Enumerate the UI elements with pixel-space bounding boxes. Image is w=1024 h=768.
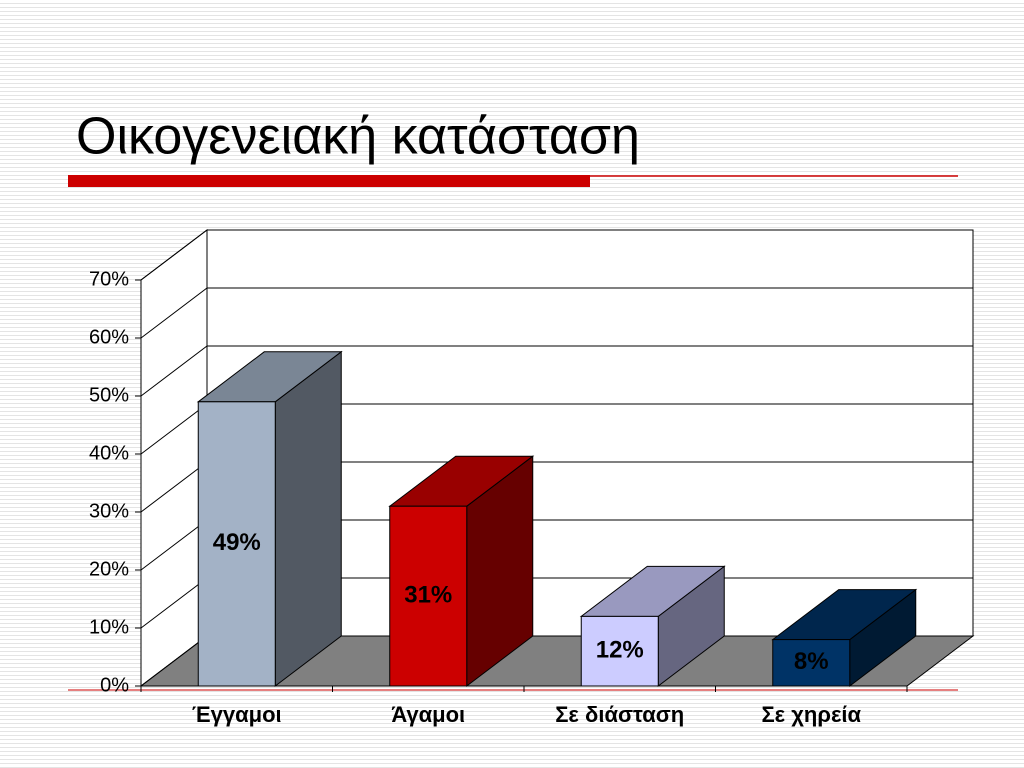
y-tick-label: 30% [89, 500, 129, 522]
y-tick-label: 50% [89, 384, 129, 406]
title-underline [68, 175, 590, 187]
y-tick-label: 40% [89, 442, 129, 464]
value-label: 49% [213, 529, 261, 556]
y-tick-label: 70% [89, 268, 129, 290]
grid-line [140, 345, 973, 397]
value-label: 8% [794, 648, 829, 675]
chart-title: Οικογενειακή κατάσταση [76, 108, 640, 166]
grid-line [140, 229, 973, 281]
y-tick-label: 20% [89, 558, 129, 580]
y-tick-label: 60% [89, 326, 129, 348]
x-tick-label: Άγαμοι [391, 702, 465, 727]
x-tick-label: Σε διάσταση [555, 702, 684, 727]
x-tick-label: Έγγαμοι [192, 702, 282, 727]
bar [772, 639, 851, 687]
bar [197, 401, 276, 687]
value-label: 31% [404, 581, 452, 608]
bar-side [274, 350, 342, 688]
value-label: 12% [596, 637, 644, 664]
y-tick-label: 10% [89, 616, 129, 638]
grid-line [140, 287, 973, 339]
plot-area: 0% 10% 20% 30% 40% 50% 60% 70% 49% Έγγαμοι 31% Άγαμ… [89, 228, 975, 727]
bar [389, 505, 468, 687]
side-wall [140, 228, 208, 688]
bar [580, 615, 659, 687]
y-tick-label: 0% [100, 674, 129, 696]
x-tick-label: Σε χηρεία [761, 702, 861, 727]
